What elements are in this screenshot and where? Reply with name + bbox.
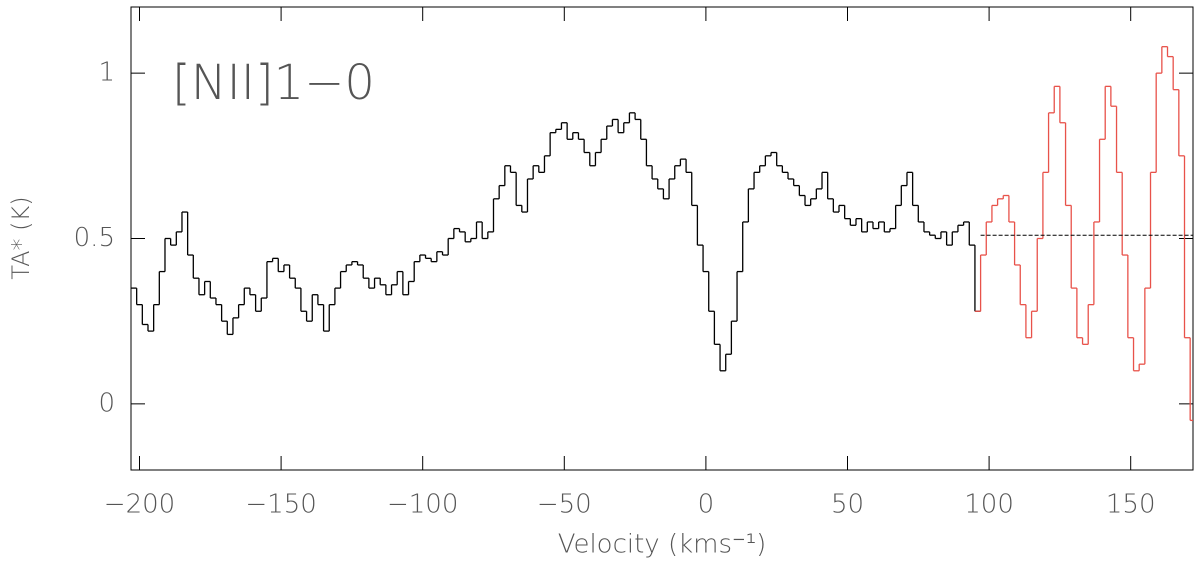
x-tick-label: −150: [245, 490, 316, 520]
x-tick-label: 0: [698, 490, 715, 520]
x-tick-label: 100: [964, 490, 1014, 520]
spectrum-risers: [979, 46, 1191, 421]
annotation: [NII]1−0: [172, 55, 375, 111]
x-tick-label: 150: [1106, 490, 1156, 520]
x-axis-label: Velocity (kms⁻¹): [558, 530, 767, 560]
x-tick-label: −200: [104, 490, 175, 520]
spectrum-risers: [136, 112, 976, 371]
y-tick-label: 0: [98, 388, 115, 418]
x-tick-label: −100: [387, 490, 458, 520]
x-tick-label: 50: [831, 490, 864, 520]
y-axis-label: TA* (K): [7, 196, 35, 279]
x-tick-label: −50: [537, 490, 592, 520]
y-tick-label: 1: [98, 58, 115, 88]
y-tick-label: 0.5: [74, 223, 115, 253]
